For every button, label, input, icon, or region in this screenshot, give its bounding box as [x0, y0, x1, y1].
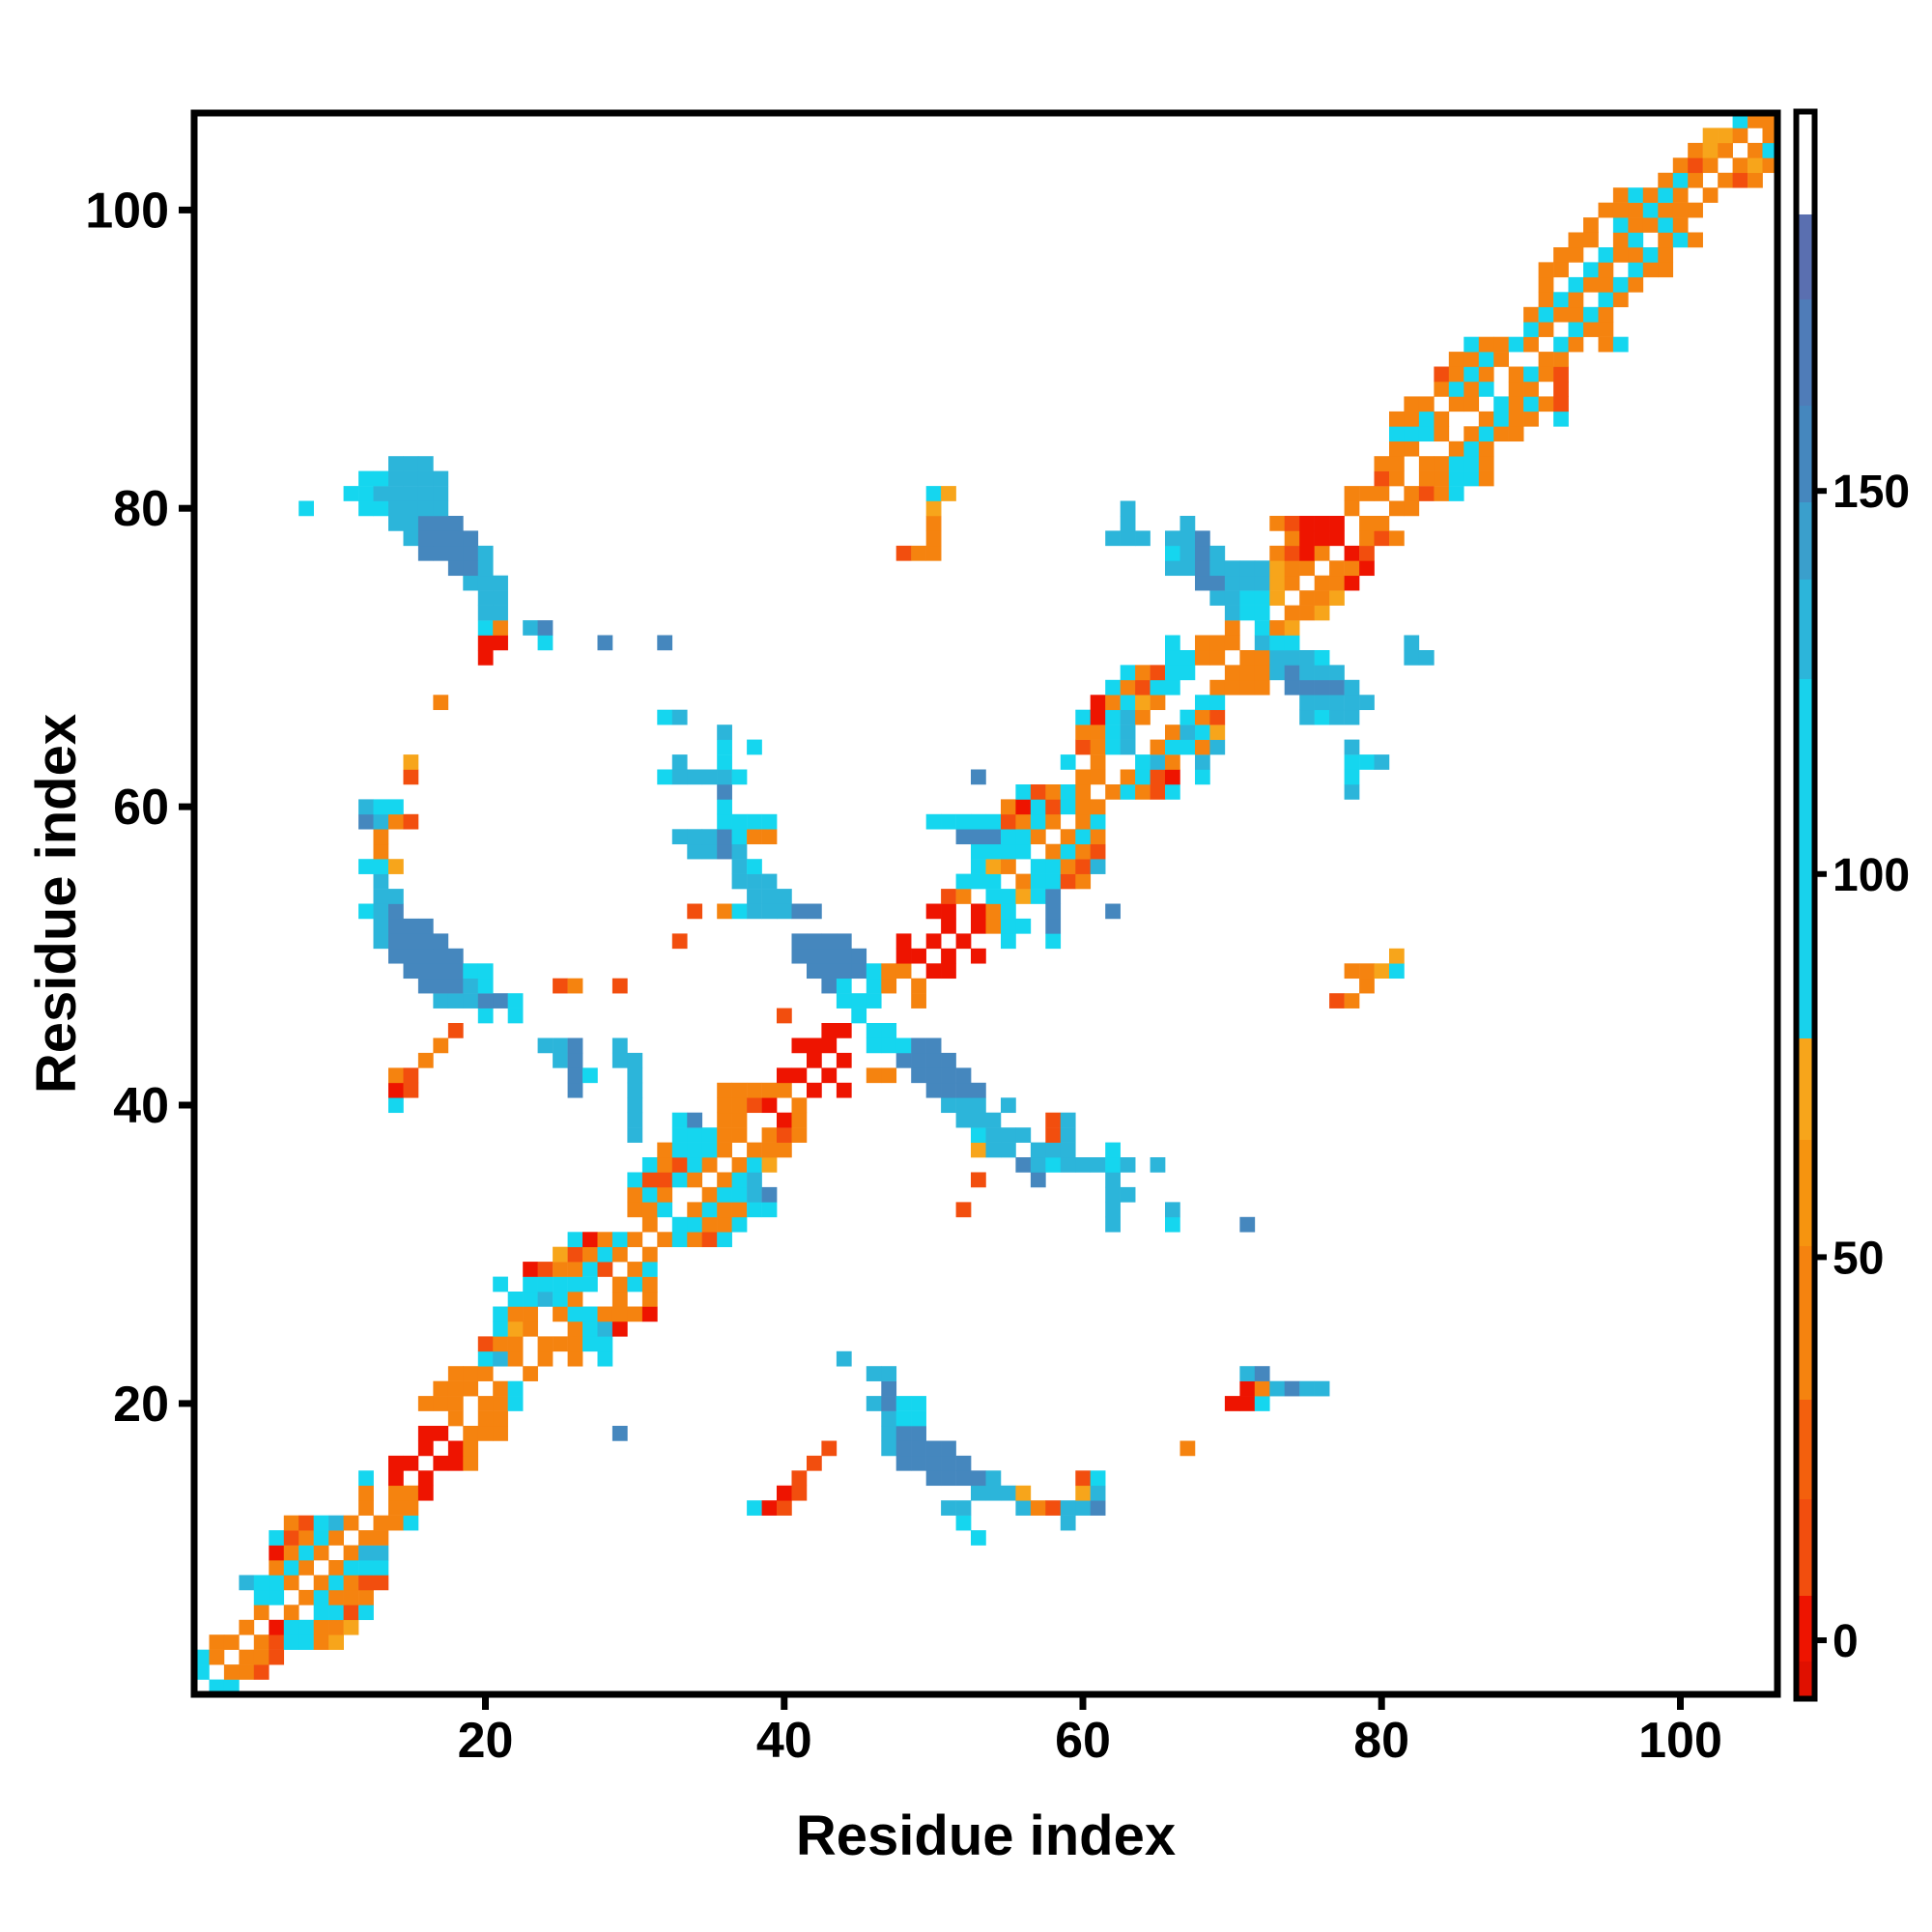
- svg-text:50: 50: [1833, 1233, 1884, 1284]
- svg-text:100: 100: [1833, 850, 1910, 901]
- svg-text:40: 40: [113, 1078, 169, 1134]
- svg-text:60: 60: [113, 780, 169, 836]
- svg-text:80: 80: [1353, 1713, 1409, 1769]
- svg-text:Residue index: Residue index: [25, 714, 88, 1094]
- svg-text:0: 0: [1833, 1616, 1859, 1667]
- svg-text:40: 40: [756, 1713, 812, 1769]
- svg-text:Residue index: Residue index: [796, 1804, 1176, 1867]
- svg-text:80: 80: [113, 481, 169, 537]
- svg-text:150: 150: [1833, 467, 1910, 518]
- svg-text:20: 20: [458, 1713, 514, 1769]
- svg-text:60: 60: [1055, 1713, 1111, 1769]
- svg-text:100: 100: [1638, 1713, 1722, 1769]
- svg-text:20: 20: [113, 1377, 169, 1433]
- svg-text:100: 100: [85, 183, 169, 239]
